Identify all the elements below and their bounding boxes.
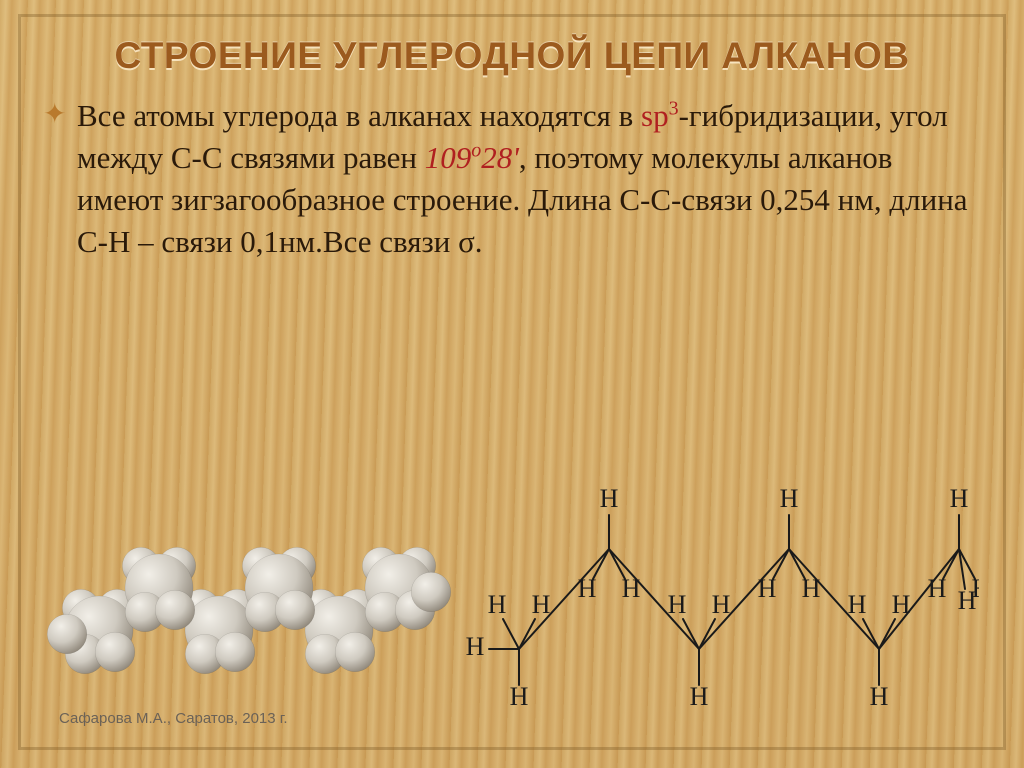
svg-text:H: H — [928, 574, 947, 603]
svg-text:H: H — [780, 484, 799, 513]
body-text-row: ✦ Все атомы углерода в алканах находятся… — [31, 95, 993, 262]
slide-frame: СТРОЕНИЕ УГЛЕРОДНОЙ ЦЕПИ АЛКАНОВ ✦ Все а… — [18, 14, 1006, 750]
angle-main: 109 — [425, 140, 472, 175]
svg-text:H: H — [668, 590, 687, 619]
svg-text:H: H — [958, 586, 977, 615]
svg-text:H: H — [870, 682, 889, 711]
svg-text:H: H — [712, 590, 731, 619]
svg-text:H: H — [950, 484, 969, 513]
skeletal-formula: HHHHHHHHHHHHHHHHHHHH — [459, 459, 979, 719]
angle-tail: 28' — [481, 140, 519, 175]
svg-text:H: H — [510, 682, 529, 711]
slide-title: СТРОЕНИЕ УГЛЕРОДНОЙ ЦЕПИ АЛКАНОВ — [31, 35, 993, 77]
sp3-sup: 3 — [669, 98, 679, 120]
figures-row: Сафарова М.А., Саратов, 2013 г. HHHHHHHH… — [21, 447, 1003, 727]
bullet-star-icon: ✦ — [43, 95, 71, 135]
svg-text:H: H — [758, 574, 777, 603]
svg-text:H: H — [488, 590, 507, 619]
svg-text:H: H — [622, 574, 641, 603]
spacefill-model — [39, 514, 459, 704]
angle-sup: о — [471, 140, 481, 162]
para-t1: Все атомы углерода в алканах находятся в — [77, 98, 641, 133]
svg-text:H: H — [532, 590, 551, 619]
body-paragraph: Все атомы углерода в алканах находятся в… — [77, 95, 981, 262]
svg-text:H: H — [690, 682, 709, 711]
skeletal-figure: HHHHHHHHHHHHHHHHHHHH — [459, 459, 979, 727]
svg-text:H: H — [466, 632, 485, 661]
sp3-text: sp3 — [641, 98, 679, 133]
svg-text:H: H — [848, 590, 867, 619]
figure-caption: Сафарова М.А., Саратов, 2013 г. — [39, 710, 459, 727]
angle-value: 109о28' — [425, 140, 519, 175]
sp3-base: sp — [641, 98, 669, 133]
svg-text:H: H — [600, 484, 619, 513]
svg-text:H: H — [802, 574, 821, 603]
svg-text:H: H — [892, 590, 911, 619]
spacefill-figure: Сафарова М.А., Саратов, 2013 г. — [39, 514, 459, 727]
svg-text:H: H — [578, 574, 597, 603]
